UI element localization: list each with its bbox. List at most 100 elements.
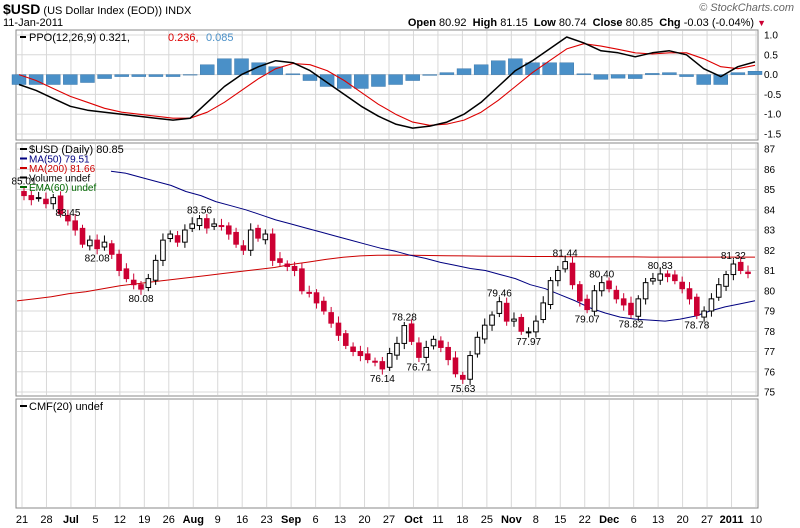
x-tick-label: 11 [432, 514, 443, 526]
ppo-histogram-bar [371, 74, 386, 87]
candle-body [328, 312, 334, 324]
price-legend-item: MA(50) 79.51 [29, 155, 90, 166]
ohlc-summary: Open 80.92 High 81.15 Low 80.74 Close 80… [408, 17, 766, 29]
price-annotation-label: 81.44 [553, 249, 578, 260]
ppo-histogram-bar [80, 74, 95, 83]
ppo-histogram-bar [422, 74, 437, 76]
candle-body [138, 284, 144, 290]
price-annotation-label: 80.40 [589, 270, 614, 281]
candle-body [240, 245, 247, 251]
price-y-tick-label: 75 [764, 388, 776, 399]
ppo-y-tick-label: 0.0 [764, 70, 778, 81]
chg-label: Chg [659, 17, 681, 29]
candle-body [606, 280, 612, 290]
low-value: 80.74 [558, 17, 587, 29]
price-y-tick-label: 77 [764, 347, 776, 358]
candle-body [438, 340, 444, 348]
candle-body [496, 301, 503, 314]
candle-body [313, 292, 320, 304]
ppo-line [18, 36, 756, 129]
candle-body [394, 342, 400, 356]
ppo-histogram-bar [268, 66, 283, 75]
price-legend-item: EMA(60) undef [29, 183, 96, 194]
price-y-tick-label: 78 [764, 327, 776, 338]
price-y-tick-label: 81 [764, 266, 776, 277]
price-y-tick-label: 87 [764, 145, 776, 156]
candle-body [225, 225, 232, 235]
price-y-tick-label: 80 [764, 286, 776, 297]
candle-body [489, 314, 495, 326]
candle-body [335, 322, 342, 336]
candle-body [481, 324, 488, 340]
candle-body [686, 288, 693, 300]
price-annotation-label: 80.08 [128, 294, 153, 305]
x-tick-label: 5 [92, 514, 98, 526]
candle-body [291, 265, 298, 272]
ppo-histogram-bar [559, 62, 574, 75]
ppo-histogram-bar [747, 71, 763, 75]
candle-body [620, 298, 627, 306]
candle-body [401, 325, 408, 344]
close-label: Close [592, 17, 623, 29]
x-tick-label: 27 [701, 514, 713, 526]
candle-body [211, 223, 217, 227]
candle-body [79, 227, 86, 245]
chg-down-arrow-icon: ▼ [757, 18, 766, 28]
x-tick-label: 16 [236, 514, 248, 526]
ppo-histogram-bar [473, 64, 489, 75]
candle-body [474, 336, 481, 355]
price-legend-swatch [20, 157, 27, 160]
candle-body [715, 284, 722, 298]
chart-title: $USD (US Dollar Index (EOD)) INDX [3, 1, 191, 17]
ppo-histogram-bar [200, 64, 215, 75]
high-value: 81.15 [500, 17, 528, 29]
candle-body [269, 233, 276, 261]
candle-body [745, 271, 751, 275]
price-y-tick-label: 83 [764, 226, 776, 237]
candle-body [233, 231, 239, 245]
price-annotation-label: 82.08 [85, 254, 110, 265]
candle-body [511, 318, 517, 322]
candle-body [657, 273, 664, 281]
price-legend-swatch [20, 176, 27, 179]
candle-body [467, 355, 473, 380]
ppo-legend-swatch [20, 36, 26, 38]
candle-body [21, 191, 27, 197]
x-tick-label: 22 [579, 514, 591, 526]
candle-body [57, 195, 64, 215]
ppo-histogram-bar [593, 74, 609, 80]
candle-body [591, 290, 598, 312]
candle-body [584, 298, 590, 311]
x-tick-label: 20 [358, 514, 370, 526]
ppo-signal-line [18, 43, 756, 126]
candle-body [123, 268, 130, 280]
x-tick-label: 25 [481, 514, 493, 526]
candle-body [503, 302, 510, 322]
candle-body [321, 300, 327, 312]
candle-body [174, 235, 181, 243]
candle-body [299, 268, 305, 292]
x-tick-label: 18 [456, 514, 468, 526]
price-y-tick-label: 82 [764, 246, 776, 257]
open-value: 80.92 [439, 17, 467, 29]
ppo-histogram-bar [525, 62, 540, 75]
candle-body [672, 274, 678, 282]
candle-body [518, 316, 525, 332]
candle-body [701, 310, 707, 318]
candle-body [708, 298, 715, 312]
ppo-histogram-bar [542, 62, 557, 75]
candle-body [423, 346, 430, 358]
ppo-histogram-bar [645, 73, 660, 75]
x-tick-label: 12 [114, 514, 126, 526]
cmf-legend-item: CMF(20) undef [29, 401, 104, 413]
x-tick-label: 19 [138, 514, 150, 526]
x-tick-label: 23 [261, 514, 273, 526]
price-legend-swatch [20, 148, 27, 150]
ppo-y-tick-label: -1.5 [764, 130, 782, 141]
symbol-name: (US Dollar Index (EOD)) [43, 5, 162, 17]
open-label: Open [407, 17, 436, 29]
ppo-histogram-bar [388, 74, 403, 85]
exchange: INDX [165, 5, 192, 17]
x-tick-label: 27 [383, 514, 395, 526]
